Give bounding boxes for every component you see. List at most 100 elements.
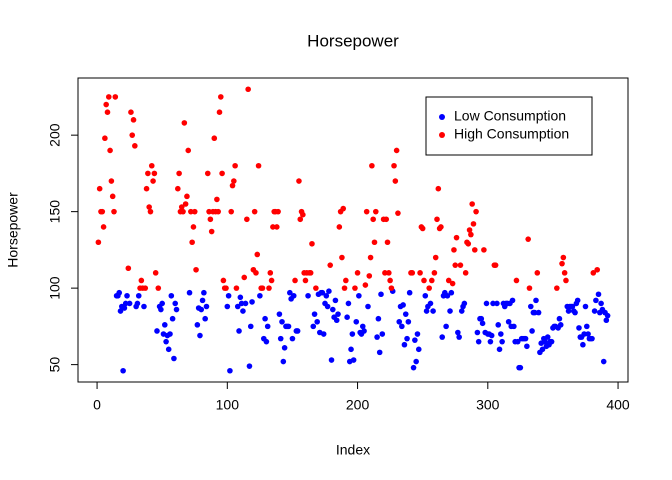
point	[247, 323, 254, 330]
point	[483, 300, 490, 307]
point	[224, 303, 231, 310]
point	[340, 205, 347, 212]
point	[287, 289, 293, 296]
point	[267, 270, 274, 276]
point	[426, 285, 432, 291]
point	[171, 355, 177, 362]
point	[361, 328, 367, 334]
point	[96, 185, 103, 192]
point	[400, 302, 406, 308]
point	[169, 315, 176, 322]
point	[382, 270, 388, 276]
point	[542, 338, 548, 345]
point	[363, 208, 370, 215]
point	[404, 335, 410, 342]
point	[178, 204, 185, 210]
point	[462, 270, 469, 276]
point	[370, 216, 376, 223]
point	[413, 358, 419, 365]
point	[353, 318, 360, 325]
point	[423, 308, 430, 314]
point	[220, 277, 227, 284]
point	[216, 109, 223, 116]
point	[419, 225, 426, 232]
point	[238, 300, 245, 307]
point	[449, 280, 456, 287]
point	[228, 208, 235, 215]
point	[428, 277, 435, 284]
point	[499, 338, 505, 345]
point	[479, 320, 486, 327]
point	[145, 170, 151, 177]
point	[478, 315, 485, 322]
point	[350, 357, 357, 363]
point	[392, 178, 399, 184]
point	[180, 208, 186, 215]
point	[444, 292, 451, 299]
point	[522, 335, 529, 342]
x-tick-label: 0	[93, 397, 101, 413]
point	[233, 285, 240, 291]
point	[372, 208, 379, 215]
point	[198, 306, 205, 313]
point	[194, 322, 201, 328]
point	[117, 308, 124, 314]
point	[582, 303, 589, 310]
point	[151, 170, 158, 177]
point	[525, 236, 531, 242]
point	[401, 341, 408, 348]
point	[204, 170, 211, 177]
point	[211, 135, 218, 142]
point	[227, 367, 233, 374]
point	[147, 208, 154, 215]
point	[406, 289, 413, 296]
point	[251, 208, 258, 215]
point	[422, 292, 429, 299]
point	[305, 292, 311, 299]
point	[208, 228, 215, 235]
point	[102, 135, 108, 142]
point	[328, 357, 335, 363]
point	[509, 297, 516, 304]
point	[150, 178, 156, 184]
point	[236, 328, 242, 334]
point	[544, 334, 551, 340]
point	[263, 338, 270, 345]
point	[168, 292, 175, 299]
point	[417, 270, 423, 276]
point	[206, 208, 212, 215]
point	[181, 120, 188, 126]
point	[572, 309, 578, 316]
point	[453, 234, 460, 241]
point	[600, 358, 607, 365]
point	[161, 322, 168, 328]
point	[138, 277, 145, 284]
x-tick-label: 100	[216, 397, 240, 413]
point	[405, 318, 412, 325]
point	[219, 170, 225, 177]
point	[593, 297, 599, 304]
point	[524, 343, 530, 350]
point	[172, 300, 179, 307]
point	[455, 329, 461, 336]
legend-box	[425, 96, 593, 156]
point	[379, 331, 386, 337]
point	[107, 147, 113, 154]
point	[300, 211, 306, 218]
point	[203, 303, 210, 310]
point	[189, 239, 195, 246]
point	[143, 185, 150, 192]
point	[165, 346, 172, 353]
point	[237, 294, 244, 301]
point	[354, 270, 361, 276]
point	[492, 262, 499, 268]
point	[158, 306, 164, 313]
y-axis-label: Horsepower	[5, 192, 21, 268]
point	[415, 346, 422, 353]
point	[246, 363, 253, 369]
point	[344, 314, 350, 320]
point	[259, 285, 266, 291]
point	[223, 285, 229, 291]
point	[488, 332, 495, 339]
point	[323, 292, 330, 299]
